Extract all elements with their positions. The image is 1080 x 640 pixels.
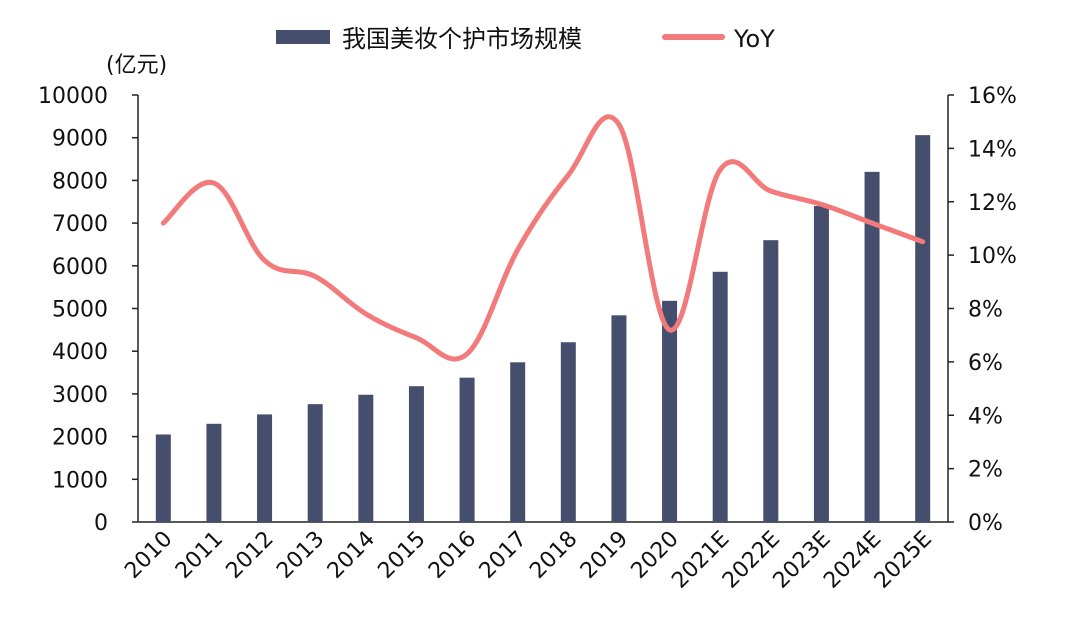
x-tick-label: 2016: [424, 527, 481, 584]
x-tick-label: 2019: [576, 527, 633, 584]
x-tick-label: 2025E: [870, 527, 937, 594]
x-tick-label: 2014: [323, 527, 380, 584]
legend: 我国美妆个护市场规模 YoY: [276, 25, 775, 53]
x-tick-label: 2015: [373, 527, 430, 584]
left-tick-label: 2000: [52, 426, 108, 451]
x-tick-label: 2018: [525, 527, 582, 584]
left-tick-label: 0: [94, 511, 108, 536]
x-tick-label: 2012: [222, 527, 279, 584]
right-tick-label: 8%: [968, 298, 1003, 323]
left-tick-label: 4000: [52, 340, 108, 365]
left-tick-label: 9000: [52, 127, 108, 152]
bar: [155, 434, 171, 522]
right-tick-label: 6%: [968, 351, 1003, 376]
x-tick-label: 2013: [272, 527, 329, 584]
left-tick-label: 1000: [52, 468, 108, 493]
right-tick-label: 10%: [968, 244, 1017, 269]
right-tick-label: 14%: [968, 137, 1017, 162]
x-tick-label: 2010: [120, 527, 177, 584]
bars: [155, 135, 931, 523]
left-tick-label: 7000: [52, 212, 108, 237]
bar: [763, 240, 779, 522]
bar: [307, 404, 323, 522]
left-tick-label: 10000: [38, 84, 108, 109]
left-axis-ticks: 0 1000 2000 3000 4000 5000 6000 7000 8000 9000 100…: [38, 84, 138, 536]
bar: [864, 171, 880, 523]
x-tick-label: 2017: [475, 527, 532, 584]
bar: [257, 414, 273, 522]
bar: [510, 362, 526, 522]
right-tick-label: 4%: [968, 404, 1003, 429]
bar: [813, 206, 829, 522]
bar: [459, 377, 475, 522]
left-tick-label: 6000: [52, 255, 108, 280]
right-tick-label: 0%: [968, 511, 1003, 536]
right-tick-label: 2%: [968, 458, 1003, 483]
right-tick-label: 12%: [968, 191, 1017, 216]
x-axis-ticks: 2010201120122013201420152016201720182019…: [120, 527, 937, 594]
bar: [712, 271, 728, 522]
bar: [358, 394, 374, 522]
bar: [206, 423, 222, 522]
bar: [408, 386, 424, 522]
yoy-line: [160, 114, 926, 362]
right-tick-label: 16%: [968, 84, 1017, 109]
yoy-line-layer: [160, 114, 926, 362]
bar: [560, 342, 576, 522]
x-tick-label: 2011: [171, 527, 228, 584]
legend-bar-swatch: [276, 30, 330, 44]
bar: [662, 300, 678, 522]
left-tick-label: 5000: [52, 298, 108, 323]
bar: [611, 315, 627, 522]
legend-bar-label: 我国美妆个护市场规模: [342, 25, 582, 53]
left-tick-label: 3000: [52, 383, 108, 408]
left-axis-unit: (亿元): [106, 53, 167, 78]
legend-line-label: YoY: [733, 25, 775, 53]
bar: [915, 135, 931, 522]
right-axis-ticks: 0% 2% 4% 6% 8% 10% 12% 14% 16%: [948, 84, 1017, 536]
left-tick-label: 8000: [52, 169, 108, 194]
